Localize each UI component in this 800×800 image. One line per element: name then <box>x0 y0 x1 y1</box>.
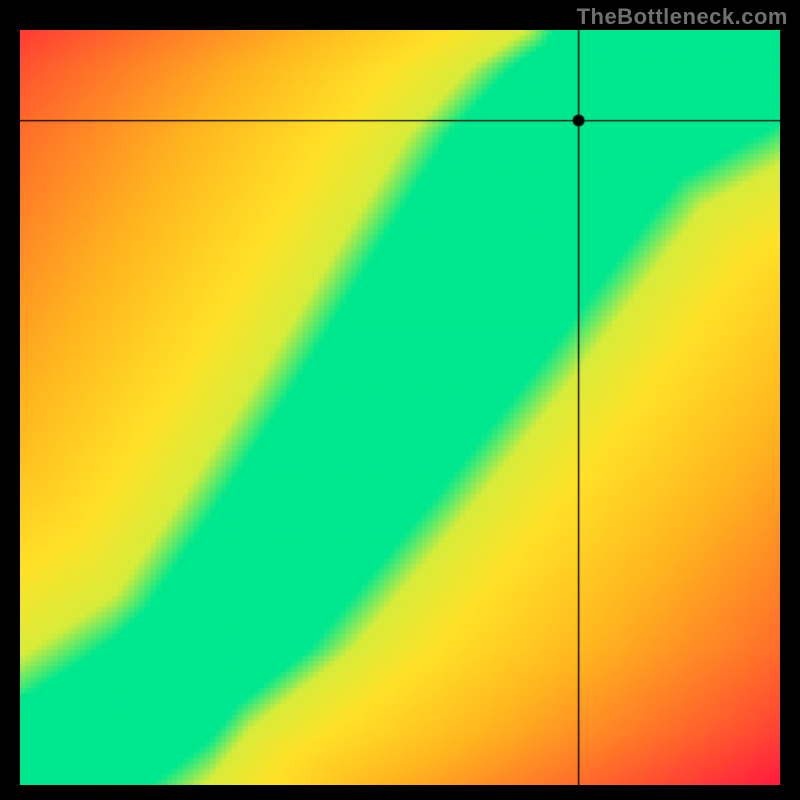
attribution-label: TheBottleneck.com <box>577 4 788 30</box>
chart-container: { "attribution": "TheBottleneck.com", "l… <box>0 0 800 800</box>
crosshair-overlay <box>20 30 780 785</box>
